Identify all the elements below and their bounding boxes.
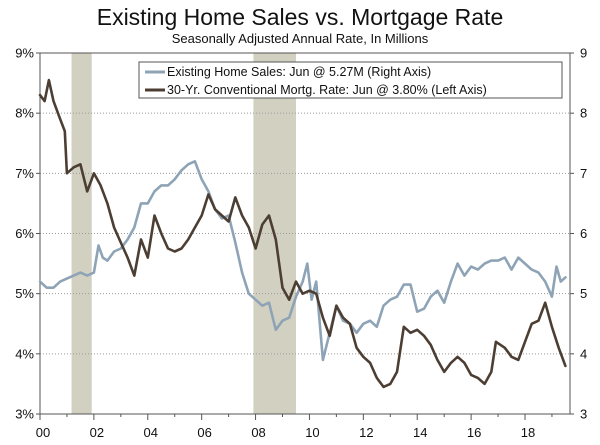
left-tick-label-1: 4% bbox=[15, 346, 34, 361]
left-tick-label-0: 3% bbox=[15, 407, 34, 422]
x-tick-label-6: 12 bbox=[359, 425, 373, 440]
legend-label-home-sales: Existing Home Sales: Jun @ 5.27M (Right … bbox=[167, 65, 431, 79]
left-tick-label-6: 9% bbox=[15, 46, 34, 61]
x-tick-label-5: 10 bbox=[305, 425, 319, 440]
series-lines bbox=[38, 78, 567, 389]
series-line-mortgage-rate bbox=[38, 78, 567, 389]
gridlines bbox=[40, 112, 570, 355]
right-tick-label-0: 3 bbox=[580, 407, 587, 422]
chart-title: Existing Home Sales vs. Mortgage Rate bbox=[97, 4, 504, 30]
axes bbox=[36, 52, 574, 420]
right-tick-label-1: 4 bbox=[580, 346, 587, 361]
chart-subtitle: Seasonally Adjusted Annual Rate, In Mill… bbox=[172, 31, 429, 46]
x-tick-label-0: 00 bbox=[36, 425, 50, 440]
tick-labels: 3% 4% 5% 6% 7% 8% 9% 3 4 5 6 7 8 9 00 02 04 06 08 10 12 14 16 1… bbox=[15, 46, 587, 441]
x-tick-label-9: 18 bbox=[521, 425, 535, 440]
legend-box bbox=[138, 61, 563, 99]
left-tick-label-2: 5% bbox=[15, 286, 34, 301]
right-tick-label-5: 8 bbox=[580, 106, 587, 121]
legend: Existing Home Sales: Jun @ 5.27M (Right … bbox=[138, 61, 563, 99]
right-tick-label-6: 9 bbox=[580, 46, 587, 61]
x-tick-label-2: 04 bbox=[144, 425, 158, 440]
x-tick-label-8: 16 bbox=[467, 425, 481, 440]
x-tick-label-1: 02 bbox=[90, 425, 104, 440]
left-tick-label-3: 6% bbox=[15, 226, 34, 241]
x-tick-label-4: 08 bbox=[251, 425, 265, 440]
legend-label-mortgage-rate: 30-Yr. Conventional Mortg. Rate: Jun @ 3… bbox=[167, 83, 487, 97]
right-tick-label-3: 6 bbox=[580, 226, 587, 241]
series-line-home-sales bbox=[38, 160, 567, 362]
left-tick-label-5: 8% bbox=[15, 106, 34, 121]
x-tick-label-3: 06 bbox=[197, 425, 211, 440]
right-tick-label-4: 7 bbox=[580, 166, 587, 181]
x-tick-label-7: 14 bbox=[413, 425, 427, 440]
right-tick-label-2: 5 bbox=[580, 286, 587, 301]
left-tick-label-4: 7% bbox=[15, 166, 34, 181]
recession-band-0 bbox=[71, 53, 92, 414]
